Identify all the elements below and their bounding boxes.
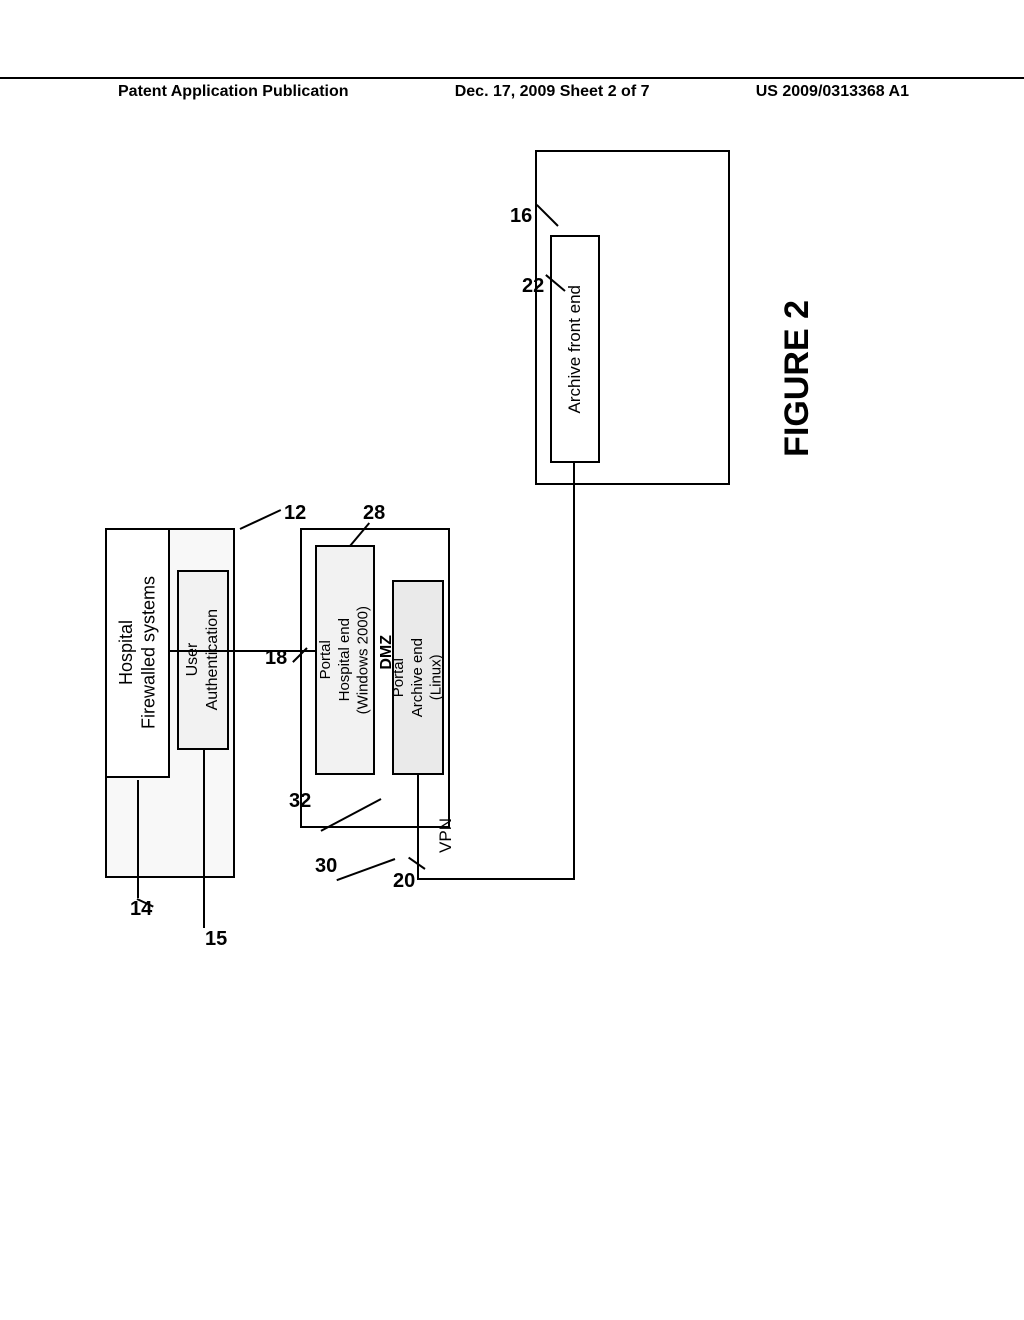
hospital-firewalled-box: Hospital Firewalled systems — [105, 528, 170, 778]
header-left: Patent Application Publication — [118, 83, 349, 101]
page: Patent Application Publication Dec. 17, … — [0, 0, 1024, 1320]
header-row: Patent Application Publication Dec. 17, … — [0, 83, 1024, 101]
leader-12 — [240, 509, 282, 530]
header-right: US 2009/0313368 A1 — [756, 83, 909, 101]
label-32: 32 — [289, 790, 311, 813]
portal-hospital-box: Portal Hospital end (Windows 2000) — [315, 545, 375, 775]
label-12: 12 — [284, 502, 306, 525]
archive-front-label: Archive front end — [564, 285, 585, 414]
label-30: 30 — [315, 855, 337, 878]
label-28: 28 — [363, 502, 385, 525]
hospital-firewalled-label: Hospital Firewalled systems — [115, 576, 160, 729]
portal-hospital-label: Portal Hospital end (Windows 2000) — [317, 606, 373, 714]
page-header: Patent Application Publication Dec. 17, … — [0, 77, 1024, 101]
header-center: Dec. 17, 2009 Sheet 2 of 7 — [455, 83, 650, 101]
portal-archive-label: Portal Archive end (Linux) — [390, 638, 446, 717]
conn-vpn-up — [573, 463, 575, 880]
label-18: 18 — [265, 647, 287, 670]
conn-vpn-horiz — [417, 878, 575, 880]
leader-14 — [137, 780, 139, 898]
diagram: Hospital Firewalled systems User Authent… — [105, 150, 735, 930]
conn-hospital-dmz — [170, 650, 315, 652]
vpn-label: VPN — [435, 818, 456, 853]
dmz-label: DMZ — [377, 635, 397, 670]
leader-15 — [203, 750, 205, 928]
label-16: 16 — [510, 205, 532, 228]
user-auth-label: User Authentication — [183, 609, 223, 710]
figure-label: FIGURE 2 — [778, 300, 817, 457]
user-auth-box: User Authentication — [177, 570, 229, 750]
archive-front-box: Archive front end — [550, 235, 600, 463]
label-22: 22 — [522, 275, 544, 298]
label-20: 20 — [393, 870, 415, 893]
label-15: 15 — [205, 928, 227, 951]
leader-30 — [336, 858, 395, 881]
portal-archive-box: Portal Archive end (Linux) — [392, 580, 444, 775]
